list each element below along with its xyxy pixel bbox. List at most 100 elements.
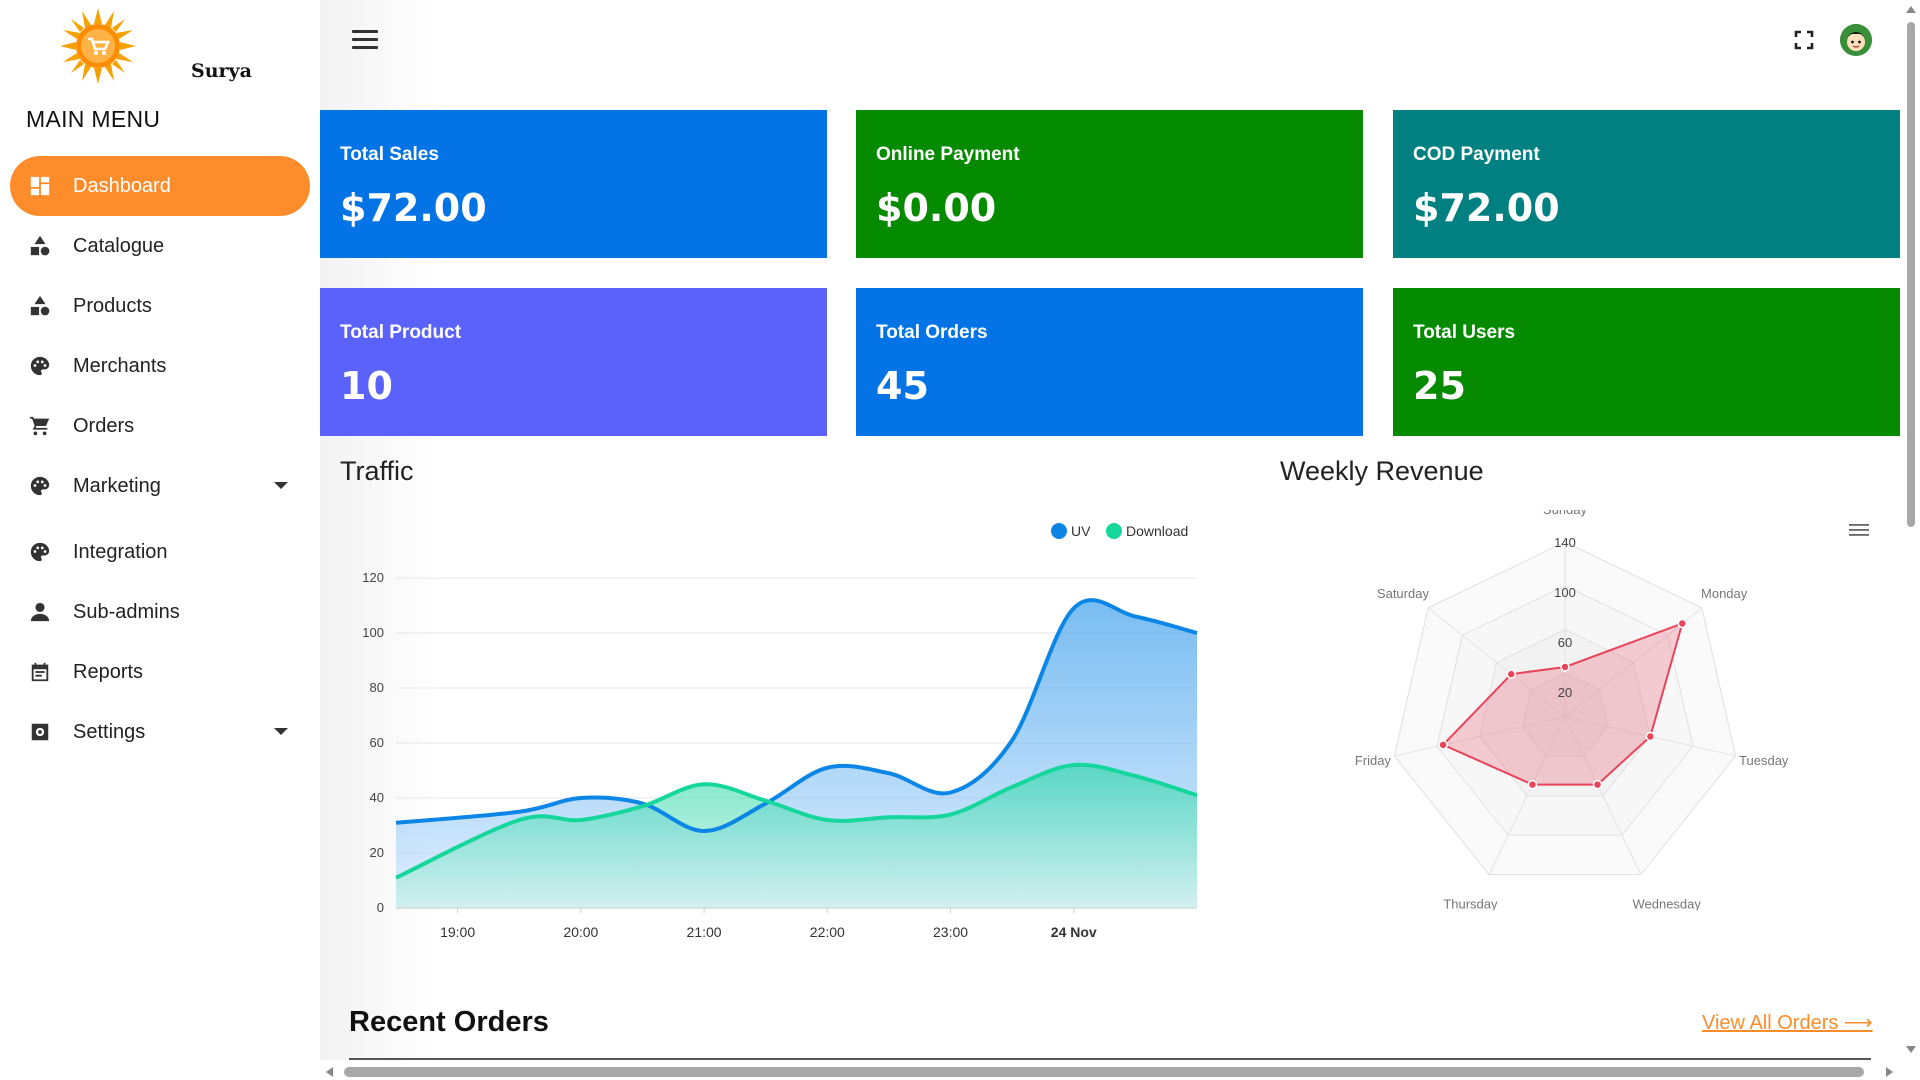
sidebar-item-sub-admins[interactable]: Sub-admins: [10, 582, 310, 642]
scroll-left-arrow-icon[interactable]: [326, 1067, 333, 1077]
stat-card-value: $72.00: [340, 186, 487, 230]
traffic-chart[interactable]: 0 20 40 60 80 100 120 19:00 20:00 21:00 22:00 23:00…: [340, 500, 1220, 960]
sidebar-item-label: Products: [73, 294, 152, 317]
brand-name: Surya: [191, 60, 252, 82]
radar-spoke: [1488, 716, 1566, 875]
dashboard-icon: [28, 174, 52, 198]
shapes-icon: [28, 294, 52, 318]
stat-card-title: COD Payment: [1413, 144, 1540, 165]
stat-card-title: Total Sales: [340, 144, 439, 165]
fullscreen-button[interactable]: [1794, 30, 1814, 50]
stat-card-total-users[interactable]: Total Users 25: [1393, 288, 1900, 436]
sidebar-item-products[interactable]: Products: [10, 276, 310, 336]
sidebar-item-label: Integration: [73, 540, 168, 563]
sidebar-item-settings[interactable]: Settings: [10, 702, 310, 762]
radar-point[interactable]: [1677, 618, 1688, 629]
chevron-down-icon[interactable]: [274, 482, 288, 489]
view-all-orders-link[interactable]: View All Orders ⟶: [1702, 1012, 1873, 1034]
radar-axis-label: Saturday: [1377, 586, 1430, 601]
series-line-uv[interactable]: [395, 598, 1198, 834]
radar-axis-label: Sunday: [1543, 510, 1588, 517]
sidebar-item-label: Catalogue: [73, 234, 165, 257]
legend-marker-uv[interactable]: [1051, 523, 1067, 539]
hamburger-icon: [1849, 524, 1869, 536]
legend-marker-download[interactable]: [1106, 523, 1122, 539]
radar-spoke: [1427, 607, 1566, 718]
scroll-up-arrow-icon[interactable]: [1906, 6, 1916, 13]
radar-point[interactable]: [1506, 669, 1516, 679]
stat-card-value: $0.00: [876, 186, 997, 230]
y-tick-label: 0: [377, 900, 384, 915]
x-tick-label: 24 Nov: [1051, 924, 1097, 940]
chart-menu-button[interactable]: [1848, 522, 1870, 538]
y-tick-label: 60: [370, 735, 384, 750]
chevron-down-icon[interactable]: [274, 728, 288, 735]
sidebar-item-integration[interactable]: Integration: [10, 522, 310, 582]
brand-logo[interactable]: Surya: [58, 6, 252, 84]
radar-spoke: [1564, 716, 1642, 875]
sidebar-item-orders[interactable]: Orders: [10, 396, 310, 456]
sidebar-item-label: Dashboard: [73, 174, 171, 197]
stat-card-cod-payment[interactable]: COD Payment $72.00: [1393, 110, 1900, 258]
legend-label-uv[interactable]: UV: [1071, 523, 1091, 539]
hamburger-icon-line: [352, 46, 378, 49]
radar-point[interactable]: [1645, 731, 1656, 742]
x-tick-label: 22:00: [810, 924, 845, 940]
stat-card-title: Online Payment: [876, 144, 1020, 165]
palette-icon: [28, 354, 52, 378]
sidebar-item-reports[interactable]: Reports: [10, 642, 310, 702]
radar-tick-label: 100: [1554, 585, 1576, 600]
x-tick-label: 19:00: [440, 924, 475, 940]
stat-card-title: Total Product: [340, 322, 462, 343]
stat-card-value: 45: [876, 364, 929, 408]
hamburger-icon-line: [352, 30, 378, 33]
stat-card-value: 25: [1413, 364, 1466, 408]
palette-icon: [28, 474, 52, 498]
stat-card-value: 10: [340, 364, 393, 408]
sidebar-nav: Dashboard Catalogue Products Merchants Order…: [10, 156, 310, 762]
person-icon: [28, 600, 52, 624]
sidebar-toggle-button[interactable]: [352, 30, 378, 50]
radar-series-area[interactable]: [1441, 621, 1684, 786]
weekly-revenue-radar-chart[interactable]: 20 60 100 140 Sunday Monday Tuesday Wednesday Th…: [1285, 510, 1845, 910]
radar-point[interactable]: [1527, 779, 1538, 790]
stat-card-title: Total Users: [1413, 322, 1516, 343]
radar-point[interactable]: [1560, 662, 1570, 672]
radar-axis-label: Tuesday: [1739, 753, 1789, 768]
sidebar-item-label: Marketing: [73, 474, 161, 497]
series-line-download[interactable]: [395, 762, 1198, 880]
sidebar-item-catalogue[interactable]: Catalogue: [10, 216, 310, 276]
stat-card-value: $72.00: [1413, 186, 1560, 230]
y-tick-label: 120: [362, 570, 384, 585]
radar-tick-label: 20: [1558, 685, 1572, 700]
main-menu-title: MAIN MENU: [26, 106, 161, 132]
sidebar-item-marketing[interactable]: Marketing: [10, 456, 310, 516]
palette-icon: [28, 540, 52, 564]
sidebar-item-merchants[interactable]: Merchants: [10, 336, 310, 396]
radar-axis-label: Friday: [1355, 753, 1392, 768]
traffic-title: Traffic: [340, 456, 414, 486]
stat-card-total-orders[interactable]: Total Orders 45: [856, 288, 1363, 436]
radar-axis-label: Thursday: [1443, 896, 1498, 910]
hamburger-icon-line: [352, 38, 378, 41]
stat-card-online-payment[interactable]: Online Payment $0.00: [856, 110, 1363, 258]
user-avatar[interactable]: [1840, 24, 1872, 56]
radar-point[interactable]: [1592, 779, 1603, 790]
x-tick-label: 20:00: [563, 924, 598, 940]
sidebar-item-label: Reports: [73, 660, 144, 683]
horizontal-scroll-thumb[interactable]: [344, 1067, 1864, 1077]
avatar-icon: [1840, 24, 1872, 56]
vertical-scrollbar[interactable]: [1902, 0, 1920, 1080]
y-tick-label: 20: [370, 845, 384, 860]
sidebar-item-dashboard[interactable]: Dashboard: [10, 156, 310, 216]
radar-point[interactable]: [1438, 740, 1448, 750]
vertical-scroll-thumb[interactable]: [1907, 22, 1915, 527]
scroll-down-arrow-icon[interactable]: [1906, 1046, 1916, 1053]
series-area-download: [396, 764, 1197, 908]
stat-card-total-product[interactable]: Total Product 10: [320, 288, 827, 436]
legend-label-download[interactable]: Download: [1126, 523, 1188, 539]
scroll-right-arrow-icon[interactable]: [1886, 1067, 1893, 1077]
x-tick-label: 21:00: [687, 924, 722, 940]
horizontal-scrollbar[interactable]: [320, 1060, 1902, 1080]
stat-card-total-sales[interactable]: Total Sales $72.00: [320, 110, 827, 258]
